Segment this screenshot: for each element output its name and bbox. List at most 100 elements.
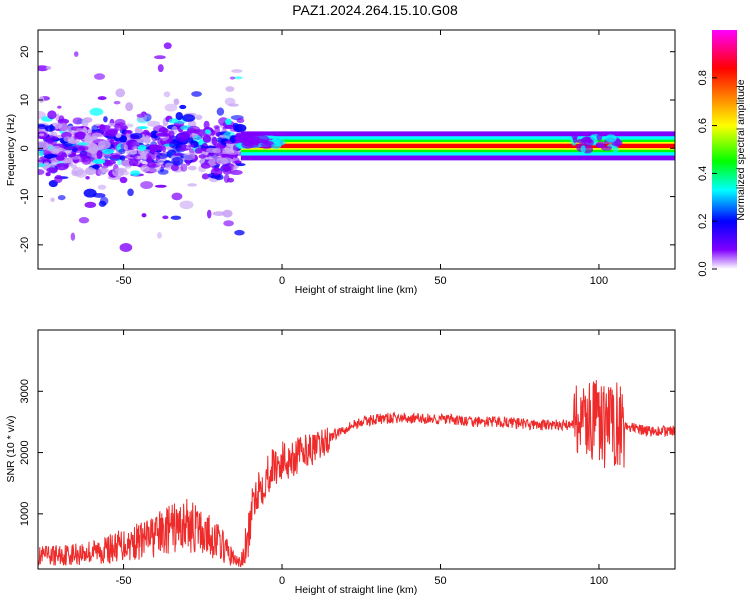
spectrum-blob	[213, 167, 220, 172]
spectrogram-ticks: -50 0 50 100 -20 -10 0 10 20	[19, 30, 675, 287]
band-blob	[605, 134, 617, 143]
spectrum-blob	[156, 153, 169, 159]
spectrogram-ytick-label: -20	[19, 237, 31, 253]
spectrum-blob	[117, 159, 122, 166]
spectrum-blob	[70, 232, 76, 241]
spectrum-blob	[97, 184, 107, 190]
spectrum-blob	[109, 139, 115, 146]
band-blob	[575, 138, 587, 144]
spectrum-blob	[172, 152, 183, 157]
spectrum-blob	[224, 124, 236, 130]
spectrum-blob	[47, 135, 59, 141]
spectrum-blob	[163, 42, 172, 50]
colorbar-tick-label: 0.0	[697, 261, 709, 276]
spectrum-blob	[211, 136, 218, 146]
spectrogram-xtick-label: 0	[279, 275, 285, 287]
spectrum-blob	[119, 176, 128, 184]
spectrum-blob	[198, 154, 207, 159]
snr-plot	[38, 379, 675, 568]
spectrum-blob	[105, 129, 118, 137]
band-blob	[580, 145, 586, 153]
spectrum-blob	[115, 88, 126, 98]
spectrum-blob	[50, 197, 55, 203]
colorbar-ticks: 0.0 0.2 0.4 0.6 0.8	[697, 70, 717, 277]
spectrum-blob	[195, 114, 203, 120]
spectrum-blob	[85, 175, 90, 180]
snr-xtick-label: 50	[434, 575, 446, 587]
spectrum-blob	[103, 159, 116, 165]
spectrum-blob	[202, 134, 212, 143]
spectrum-blob	[228, 103, 239, 107]
spectrum-blob	[68, 140, 79, 144]
spectrum-blob	[58, 122, 68, 132]
spectrum-blob	[94, 73, 106, 80]
spectrum-blob	[201, 173, 210, 180]
spectrum-blob	[57, 195, 66, 201]
spectrum-blob	[91, 132, 103, 137]
spectrum-blob	[168, 118, 179, 124]
spectrum-blob	[160, 163, 166, 169]
spectrum-blob	[221, 163, 235, 172]
snr-series-line	[38, 379, 675, 568]
spectrum-blob	[162, 215, 169, 220]
spectrum-blob	[78, 217, 90, 224]
spectrogram-ytick-label: 20	[19, 46, 31, 58]
colorbar	[712, 30, 737, 269]
spectrum-blob	[200, 162, 211, 169]
spectrum-blob	[204, 129, 211, 135]
spectrum-blob	[154, 184, 167, 188]
spectrum-blob	[208, 158, 216, 167]
spectrum-blob	[154, 135, 160, 141]
spectrum-blob	[119, 135, 127, 143]
spectrum-blob	[233, 76, 243, 80]
spectrum-blob	[57, 118, 70, 125]
spectrum-blob	[153, 55, 166, 60]
spectrum-blob	[194, 147, 203, 154]
snr-ytick-label: 3000	[19, 379, 31, 403]
spectrum-blob	[113, 100, 121, 105]
spectrum-blob	[74, 131, 87, 140]
spectrum-blob	[45, 66, 52, 70]
spectrum-blob	[164, 103, 178, 112]
band-blob	[263, 141, 275, 146]
snr-ticks: -50 0 50 100 1000 2000 3000	[19, 330, 675, 587]
band-blob	[243, 140, 261, 148]
spectrum-blob	[141, 213, 147, 218]
spectrum-blob	[206, 147, 217, 153]
spectrum-blob	[225, 118, 232, 125]
spectrum-blob	[187, 165, 197, 171]
colorbar-label: Normalized spectral amplitude	[735, 79, 747, 220]
spectrum-blob	[54, 174, 63, 184]
band-blob	[596, 133, 603, 141]
spectrum-blob	[236, 118, 245, 124]
snr-ytick-label: 1000	[19, 502, 31, 526]
snr-xtick-label: -50	[116, 575, 132, 587]
spectrum-blob	[206, 209, 212, 219]
spectrum-blob	[231, 69, 243, 73]
spectrum-blob	[137, 144, 147, 151]
spectrum-blob	[120, 155, 126, 161]
spectrum-blob	[230, 156, 240, 164]
spectrum-blob	[127, 188, 134, 197]
spectrogram-frame	[37, 29, 676, 270]
spectrum-blob	[146, 152, 156, 161]
colorbar-tick-label: 0.2	[697, 214, 709, 229]
chart-title: PAZ1.2024.264.15.10.G08	[292, 2, 458, 18]
spectrum-blob	[234, 229, 245, 236]
spectrum-blob	[129, 132, 143, 140]
snr-xtick-label: 0	[279, 575, 285, 587]
spectrum-blob	[46, 167, 58, 173]
spectrogram-xtick-label: 100	[590, 275, 608, 287]
spectrum-blob	[38, 133, 45, 137]
spectrum-blob	[232, 166, 237, 170]
spectrum-blob	[181, 114, 196, 122]
spectrum-blob	[49, 145, 63, 155]
spectrum-blob	[125, 123, 134, 128]
spectrum-blob	[81, 156, 92, 165]
spectrum-blob	[170, 215, 182, 220]
spectrum-blob	[210, 175, 222, 179]
spectrum-blob	[74, 169, 87, 178]
spectrum-blob	[87, 137, 94, 143]
spectrum-blob	[125, 102, 134, 112]
spectrum-blob	[222, 209, 233, 218]
